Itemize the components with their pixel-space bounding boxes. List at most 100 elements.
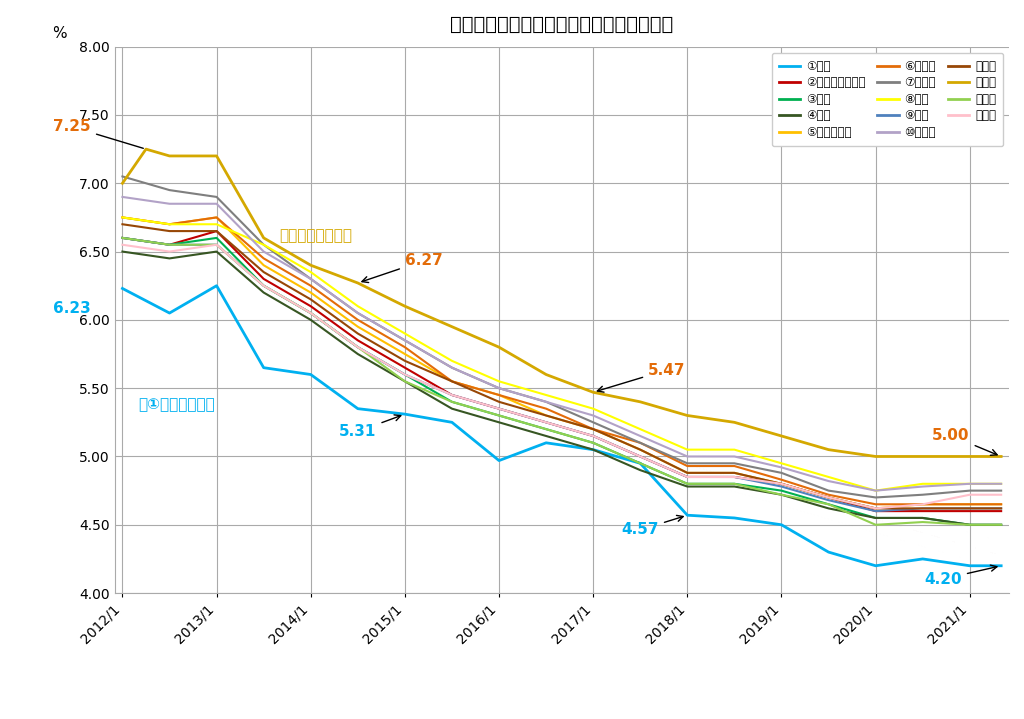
④難波 [932,516,944,525]
②天神橋筋六丁目 [783,482,796,490]
⑧福島 [846,480,858,488]
Line: ②天神橋筋六丁目: ②天神橋筋六丁目 [123,231,1001,511]
Text: %: % [52,26,67,41]
Line: ⑥京町堀: ⑥京町堀 [123,217,1001,504]
Line: ⑤谷町四丁目: ⑤谷町四丁目 [123,217,1001,508]
⑫高槻 [783,434,796,443]
②天神橋筋六丁目 [147,238,160,247]
⑬西宮 [398,377,411,385]
Text: 【①梅田エリア】: 【①梅田エリア】 [138,397,215,412]
①梅田 [140,296,153,305]
⑭京都 [140,244,153,252]
⑬西宮 [995,521,1008,529]
⑩阿倍野 [940,481,952,490]
③本町 [117,234,129,242]
④難波 [147,252,160,260]
⑦新大阪 [995,486,1008,495]
⑩阿倍野 [846,482,858,490]
⑥京町堀 [398,343,411,352]
⑨堀江 [940,504,952,513]
⑨堀江 [869,507,882,516]
⑥京町堀 [846,495,858,504]
⑨堀江 [398,370,411,379]
⑤谷町四丁目 [940,500,952,508]
Text: 4.20: 4.20 [925,565,997,587]
⑭京都 [846,498,858,507]
①梅田 [147,301,160,309]
⑭京都 [147,245,160,254]
⑧福島 [869,486,882,495]
①梅田 [948,559,961,568]
⑭京都 [117,240,129,249]
④難波 [140,251,153,260]
⑩阿倍野 [140,196,153,205]
⑨堀江 [140,237,153,246]
⑪江坂 [940,504,952,513]
⑬西宮 [140,237,153,246]
⑪江坂 [147,224,160,233]
②天神橋筋六丁目 [869,507,882,516]
⑥京町堀 [940,500,952,508]
⑨堀江 [775,482,787,491]
⑭京都 [995,490,1008,499]
⑧福島 [140,216,153,225]
⑪江坂 [140,224,153,232]
⑨堀江 [117,234,129,242]
⑫高槻 [854,450,866,459]
③本町 [147,238,160,247]
④難波 [846,509,858,518]
⑧福島 [940,480,952,488]
④難波 [775,490,787,499]
Text: 6.27: 6.27 [361,253,442,283]
Title: 大阪圏・レジデンス期待利回り平均値推移: 大阪圏・レジデンス期待利回り平均値推移 [451,15,674,34]
⑬西宮 [846,510,858,519]
⑪江坂 [846,498,858,507]
①梅田 [854,557,866,566]
⑧福島 [775,459,787,467]
⑩阿倍野 [147,197,160,206]
Text: 4.57: 4.57 [622,516,683,537]
①梅田 [211,281,223,290]
⑤谷町四丁目 [846,498,858,507]
⑦新大阪 [775,469,787,477]
①梅田 [783,525,796,533]
③本町 [775,486,787,495]
⑫高槻 [117,179,129,188]
⑩阿倍野 [775,463,787,472]
⑥京町堀 [775,475,787,484]
Line: ⑪江坂: ⑪江坂 [123,224,1001,508]
⑬西宮 [117,234,129,242]
③本町 [398,370,411,379]
⑪江坂 [869,504,882,513]
⑭京都 [940,495,952,504]
⑤谷町四丁目 [398,349,411,358]
④難波 [117,247,129,256]
②天神橋筋六丁目 [211,226,223,235]
⑥京町堀 [995,500,1008,508]
③本町 [846,507,858,516]
②天神橋筋六丁目 [407,368,419,377]
①梅田 [407,411,419,420]
⑦新大阪 [140,179,153,188]
⑬西宮 [940,519,952,528]
⑩阿倍野 [398,336,411,344]
④難波 [398,377,411,385]
Line: ⑨堀江: ⑨堀江 [123,238,1001,511]
⑩阿倍野 [117,193,129,201]
Text: 7.25: 7.25 [53,119,143,148]
⑤谷町四丁目 [775,480,787,488]
⑨堀江 [846,501,858,510]
③本町 [932,516,944,525]
⑪江坂 [995,504,1008,513]
①梅田 [995,562,1008,570]
⑩阿倍野 [995,480,1008,488]
⑤谷町四丁目 [140,216,153,225]
Text: 5.00: 5.00 [932,428,997,455]
⑫高槻 [156,150,168,158]
⑫高槻 [995,452,1008,461]
②天神橋筋六丁目 [948,507,961,516]
④難波 [995,521,1008,529]
⑧福島 [147,218,160,226]
Line: ⑧福島: ⑧福島 [123,217,1001,490]
②天神橋筋六丁目 [117,234,129,242]
